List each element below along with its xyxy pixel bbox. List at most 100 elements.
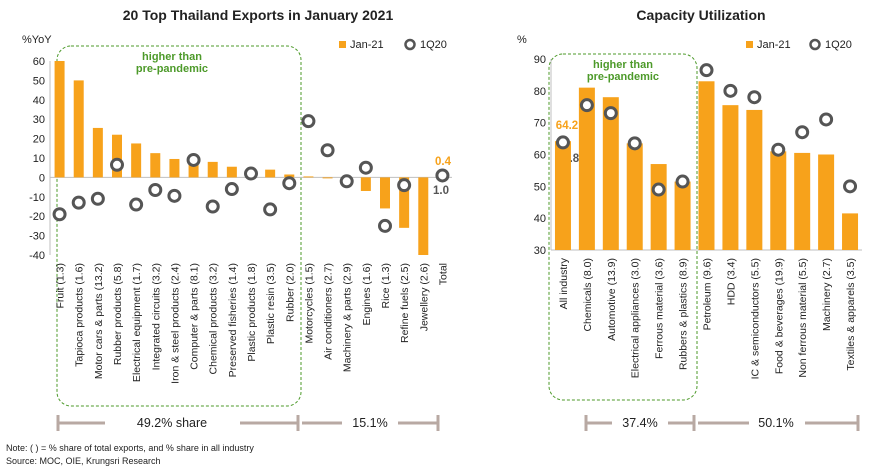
- right-chart-title: Capacity Utilization: [636, 7, 765, 23]
- right-bar: [842, 213, 859, 250]
- right-bar: [602, 97, 619, 250]
- left-y-tick-label: -40: [29, 250, 45, 262]
- left-bar: [265, 169, 276, 178]
- left-marker: [244, 166, 258, 181]
- left-category-label: Motor cars & parts (13.2): [93, 263, 105, 379]
- right-marker: [603, 106, 618, 121]
- left-category-label: Rubber (2.0): [284, 263, 296, 322]
- left-bar: [73, 80, 84, 178]
- right-first-bar-label: 64.2: [556, 120, 578, 132]
- right-category-label: Rubbers & plastics (8.9): [678, 258, 690, 370]
- left-bar: [92, 127, 103, 178]
- left-category-label: Computer & parts (8.1): [189, 263, 201, 370]
- left-share-label-2: 15.1%: [352, 416, 387, 430]
- left-y-tick-label: 30: [33, 114, 45, 126]
- right-marker: [579, 98, 594, 113]
- left-bar: [131, 143, 142, 178]
- left-category-label: Plastic products (1.8): [246, 263, 258, 362]
- left-marker: [320, 143, 335, 158]
- left-total-bar-label: 0.4: [435, 156, 452, 168]
- left-bar: [322, 177, 333, 179]
- right-y-tick-label: 60: [534, 150, 546, 162]
- left-category-label: Plastic resin (3.5): [265, 263, 277, 344]
- left-marker: [435, 168, 450, 183]
- left-marker: [52, 207, 67, 222]
- left-legend-bar-label: Jan-21: [350, 39, 384, 51]
- left-bar: [112, 134, 122, 178]
- right-marker: [699, 63, 714, 78]
- left-marker: [129, 197, 144, 212]
- left-bar: [284, 174, 295, 178]
- left-marker: [263, 202, 278, 217]
- left-category-label: Rubber products (5.8): [112, 263, 124, 365]
- source-line: Source: MOC, OIE, Krungsri Research: [6, 456, 161, 466]
- left-category-label: Rice (1.3): [380, 263, 392, 309]
- right-marker: [819, 112, 834, 127]
- right-y-tick-label: 80: [534, 86, 546, 98]
- right-category-label: All industry: [558, 257, 570, 309]
- left-bar: [360, 177, 371, 191]
- right-marker: [771, 142, 786, 157]
- left-bar: [226, 166, 237, 178]
- right-annotation-line2: pre-pandemic: [587, 71, 659, 83]
- left-bar: [380, 177, 390, 209]
- right-bar: [578, 87, 595, 251]
- right-bar: [818, 154, 835, 250]
- left-marker: [301, 114, 316, 129]
- left-share-bracket-1: [56, 415, 300, 431]
- right-share-label-2: 50.1%: [758, 416, 793, 430]
- left-category-label: Refine fuels (2.5): [399, 263, 411, 343]
- right-category-label: IC & semiconductors (5.5): [749, 258, 761, 379]
- right-bar: [650, 164, 667, 250]
- right-category-label: Non ferrous material (5.5): [797, 258, 809, 378]
- left-y-tick-label: 20: [33, 134, 45, 146]
- right-marker: [651, 182, 666, 197]
- right-category-labels: All industry Chemicals (8.0) Automotive (1…: [558, 257, 857, 379]
- left-marker: [110, 157, 124, 172]
- left-bar: [169, 158, 180, 178]
- right-annotation-box: [548, 53, 698, 401]
- left-marker: [378, 218, 392, 233]
- left-marker: [167, 188, 182, 203]
- right-bar: [626, 143, 643, 250]
- left-bar: [418, 177, 429, 255]
- left-bar: [207, 161, 218, 178]
- left-category-label: Preserved fisheries (1.4): [227, 263, 239, 377]
- left-category-label: Chemical products (3.2): [208, 263, 220, 374]
- right-share-bracket-2: [698, 415, 860, 431]
- right-share-label-1: 37.4%: [622, 416, 657, 430]
- left-share-label-1: 49.2% share: [137, 416, 207, 430]
- left-category-label: Electrical equipment (1.7): [131, 263, 143, 382]
- left-share-bracket-2: [302, 415, 440, 431]
- right-marker: [555, 135, 570, 150]
- right-legend-bar-label: Jan-21: [757, 39, 791, 51]
- left-legend-marker-label: 1Q20: [420, 39, 447, 51]
- right-marker: [795, 125, 810, 140]
- right-marker: [843, 179, 858, 194]
- left-marker: [148, 183, 163, 198]
- left-bar: [150, 153, 161, 178]
- right-bar: [722, 105, 739, 251]
- left-y-tick-label: 10: [33, 153, 45, 165]
- left-bar: [303, 176, 314, 178]
- left-bar: [188, 159, 199, 178]
- right-marker: [747, 90, 762, 105]
- right-bars: [554, 81, 859, 251]
- right-markers: [555, 63, 858, 197]
- left-y-tick-label: 40: [33, 95, 45, 107]
- left-bar: [399, 177, 410, 228]
- right-marker: [723, 83, 738, 98]
- left-category-label: Air conditioners (2.7): [323, 263, 335, 360]
- right-category-label: Food & beverages (19.9): [773, 258, 785, 374]
- left-category-label: Machinery & parts (2.9): [342, 263, 354, 372]
- left-marker: [358, 160, 373, 175]
- left-category-label: Iron & steel products (2.4): [169, 263, 181, 384]
- left-marker: [339, 174, 354, 189]
- left-marker: [186, 152, 201, 167]
- left-category-label: Tapioca products (1.6): [74, 263, 86, 367]
- left-category-labels: Fruit (1.3) Tapioca products (1.6) Motor c…: [55, 263, 450, 384]
- left-bars: [54, 61, 448, 255]
- right-legend-marker-label: 1Q20: [825, 39, 852, 51]
- left-annotation-line2: pre-pandemic: [136, 63, 208, 75]
- left-category-label: Motorcycles (1.5): [303, 263, 315, 344]
